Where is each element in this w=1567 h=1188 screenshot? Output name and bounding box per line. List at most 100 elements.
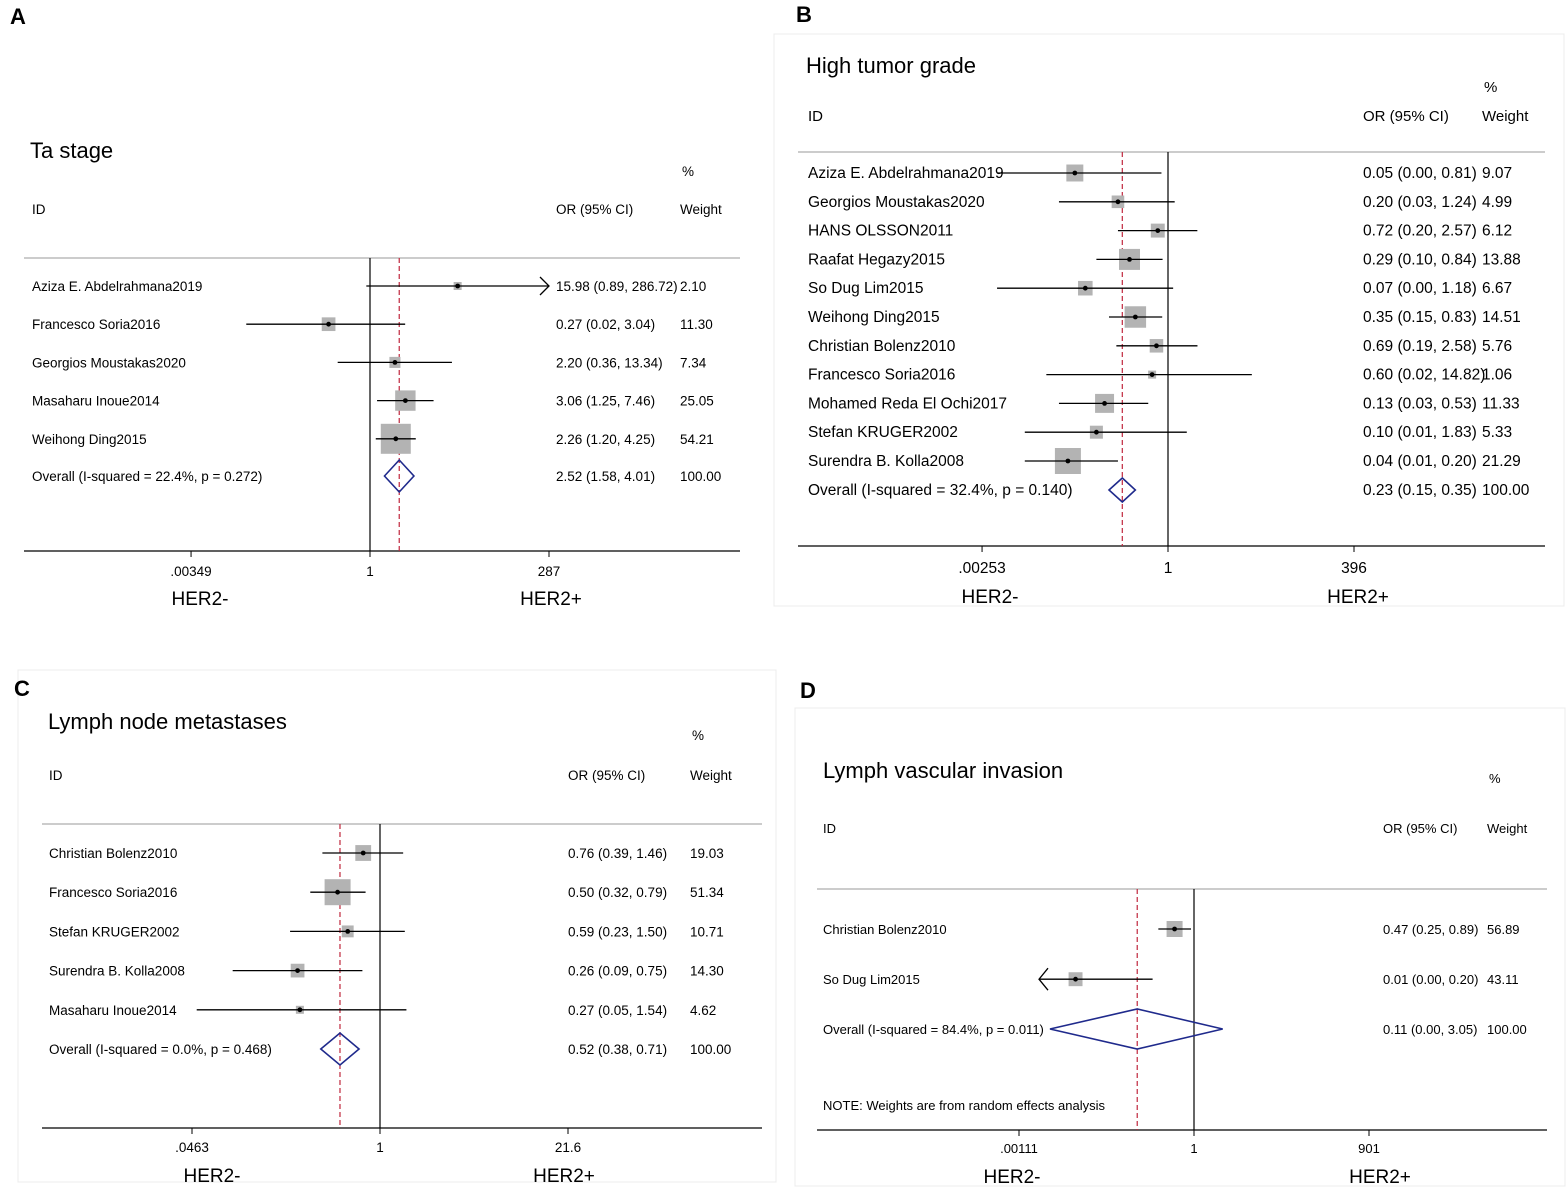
study-id: Georgios Moustakas2020 — [808, 194, 985, 211]
axis-label-right: HER2+ — [1327, 587, 1389, 608]
study-weight: 2.10 — [680, 279, 706, 294]
overall-label: Overall (I-squared = 84.4%, p = 0.011) — [823, 1022, 1044, 1037]
percent-header: % — [1484, 79, 1497, 96]
study-id: Masaharu Inoue2014 — [49, 1003, 177, 1018]
x-tick-label: 1 — [1164, 560, 1173, 577]
study-id: Christian Bolenz2010 — [49, 846, 177, 861]
study-row: Weihong Ding2015 2.26 (1.20, 4.25) 54.21 — [32, 423, 714, 454]
point-estimate — [1132, 314, 1138, 320]
study-row: Weihong Ding2015 0.35 (0.15, 0.83) 14.51 — [808, 306, 1521, 328]
study-weight: 11.30 — [680, 317, 713, 332]
study-row: Stefan KRUGER2002 0.59 (0.23, 1.50) 10.71 — [49, 924, 724, 939]
weight-column-header: Weight — [680, 202, 722, 217]
point-estimate — [345, 929, 351, 934]
panel-title: Lymph vascular invasion — [823, 758, 1063, 783]
study-id: Christian Bolenz2010 — [823, 922, 947, 937]
study-id: HANS OLSSON2011 — [808, 223, 953, 240]
study-id: Stefan KRUGER2002 — [49, 924, 180, 939]
axis-label-left: HER2- — [183, 1166, 240, 1187]
point-estimate — [1102, 401, 1107, 406]
study-row: Raafat Hegazy2015 0.29 (0.10, 0.84) 13.88 — [808, 248, 1521, 270]
overall-weight: 100.00 — [690, 1042, 731, 1057]
study-or-ci: 0.26 (0.09, 0.75) — [568, 964, 667, 979]
axis-label-right: HER2+ — [533, 1166, 595, 1187]
point-estimate — [1082, 285, 1088, 291]
study-or-ci: 0.05 (0.00, 0.81) — [1363, 165, 1477, 182]
study-weight: 6.12 — [1482, 223, 1512, 240]
panel-title: Ta stage — [30, 138, 113, 163]
point-estimate — [1154, 343, 1159, 349]
overall-row: Overall (I-squared = 84.4%, p = 0.011) 0.… — [823, 1008, 1527, 1050]
study-id: Weihong Ding2015 — [32, 432, 147, 447]
weight-column-header: Weight — [690, 768, 732, 783]
forest-panel-d: D Lymph vascular invasion % ID OR (95% CI) We… — [794, 678, 1566, 1188]
percent-header: % — [682, 164, 694, 179]
study-weight: 56.89 — [1487, 922, 1520, 937]
study-row: Masaharu Inoue2014 3.06 (1.25, 7.46) 25.05 — [32, 390, 714, 411]
study-id: So Dug Lim2015 — [823, 972, 920, 987]
study-id: Francesco Soria2016 — [32, 317, 160, 332]
study-weight: 19.03 — [690, 846, 724, 861]
study-row: Surendra B. Kolla2008 0.04 (0.01, 0.20) 21… — [808, 448, 1521, 474]
study-id: So Dug Lim2015 — [808, 280, 923, 297]
overall-diamond — [319, 1031, 361, 1067]
point-estimate — [1065, 458, 1071, 464]
study-id: Aziza E. Abdelrahmana2019 — [808, 165, 1004, 182]
overall-label: Overall (I-squared = 0.0%, p = 0.468) — [49, 1042, 272, 1057]
point-estimate — [297, 1007, 303, 1013]
study-or-ci: 0.01 (0.00, 0.20) — [1383, 972, 1478, 987]
study-weight: 54.21 — [680, 432, 714, 447]
axis-label-left: HER2- — [961, 587, 1018, 608]
study-weight: 10.71 — [690, 924, 724, 939]
study-id: Aziza E. Abdelrahmana2019 — [32, 279, 202, 294]
study-weight: 11.33 — [1482, 395, 1520, 412]
study-weight: 43.11 — [1487, 972, 1519, 987]
x-tick-label: 901 — [1358, 1141, 1380, 1156]
forest-panel-a: A Ta stage% ID OR (95% CI) Weight .00349 1 287 H… — [10, 4, 740, 610]
weights-note: NOTE: Weights are from random effects an… — [823, 1098, 1106, 1113]
study-id: Francesco Soria2016 — [49, 885, 177, 900]
study-or-ci: 2.20 (0.36, 13.34) — [556, 355, 663, 370]
panel-letter: C — [14, 676, 30, 701]
point-estimate — [360, 850, 366, 856]
study-id: Georgios Moustakas2020 — [32, 355, 186, 370]
x-tick-label: .00349 — [170, 564, 211, 579]
study-row: Georgios Moustakas2020 0.20 (0.03, 1.24) 4… — [808, 194, 1512, 211]
overall-or-ci: 2.52 (1.58, 4.01) — [556, 469, 655, 484]
x-tick-label: 21.6 — [555, 1140, 581, 1155]
study-row: Francesco Soria2016 0.27 (0.02, 3.04) 11.3… — [32, 317, 713, 332]
study-weight: 21.29 — [1482, 453, 1521, 470]
study-or-ci: 0.50 (0.32, 0.79) — [568, 885, 667, 900]
study-or-ci: 0.20 (0.03, 1.24) — [1363, 194, 1477, 211]
id-column-header: ID — [32, 202, 46, 217]
study-id: Mohamed Reda El Ochi2017 — [808, 395, 1007, 412]
study-row: So Dug Lim2015 0.01 (0.00, 0.20) 43.11 — [823, 967, 1519, 991]
overall-row: Overall (I-squared = 0.0%, p = 0.468) 0.5… — [49, 1031, 731, 1067]
study-id: Francesco Soria2016 — [808, 367, 955, 384]
point-estimate — [1149, 372, 1155, 377]
id-column-header: ID — [808, 108, 823, 125]
panel-frame — [17, 669, 777, 1183]
study-or-ci: 2.26 (1.20, 4.25) — [556, 432, 655, 447]
study-or-ci: 0.59 (0.23, 1.50) — [568, 924, 667, 939]
study-weight: 5.76 — [1482, 338, 1512, 355]
percent-header: % — [1489, 771, 1501, 786]
point-estimate — [1115, 199, 1121, 205]
point-estimate — [393, 436, 399, 442]
study-id: Weihong Ding2015 — [808, 309, 940, 326]
panel-letter: A — [10, 4, 26, 29]
x-tick-label: .00111 — [1000, 1141, 1038, 1156]
point-estimate — [295, 968, 300, 973]
overall-label: Overall (I-squared = 22.4%, p = 0.272) — [32, 469, 262, 484]
id-column-header: ID — [823, 821, 836, 836]
panel-frame — [773, 33, 1565, 607]
study-id: Surendra B. Kolla2008 — [49, 964, 185, 979]
overall-row: Overall (I-squared = 32.4%, p = 0.140) 0.… — [808, 476, 1530, 504]
point-estimate — [326, 321, 331, 327]
x-tick-label: .0463 — [175, 1140, 209, 1155]
x-tick-label: 1 — [366, 564, 374, 579]
study-id: Surendra B. Kolla2008 — [808, 453, 964, 470]
study-row: Masaharu Inoue2014 0.27 (0.05, 1.54) 4.62 — [49, 1003, 716, 1018]
overall-diamond — [1107, 476, 1137, 504]
study-or-ci: 0.60 (0.02, 14.82) — [1363, 367, 1485, 384]
